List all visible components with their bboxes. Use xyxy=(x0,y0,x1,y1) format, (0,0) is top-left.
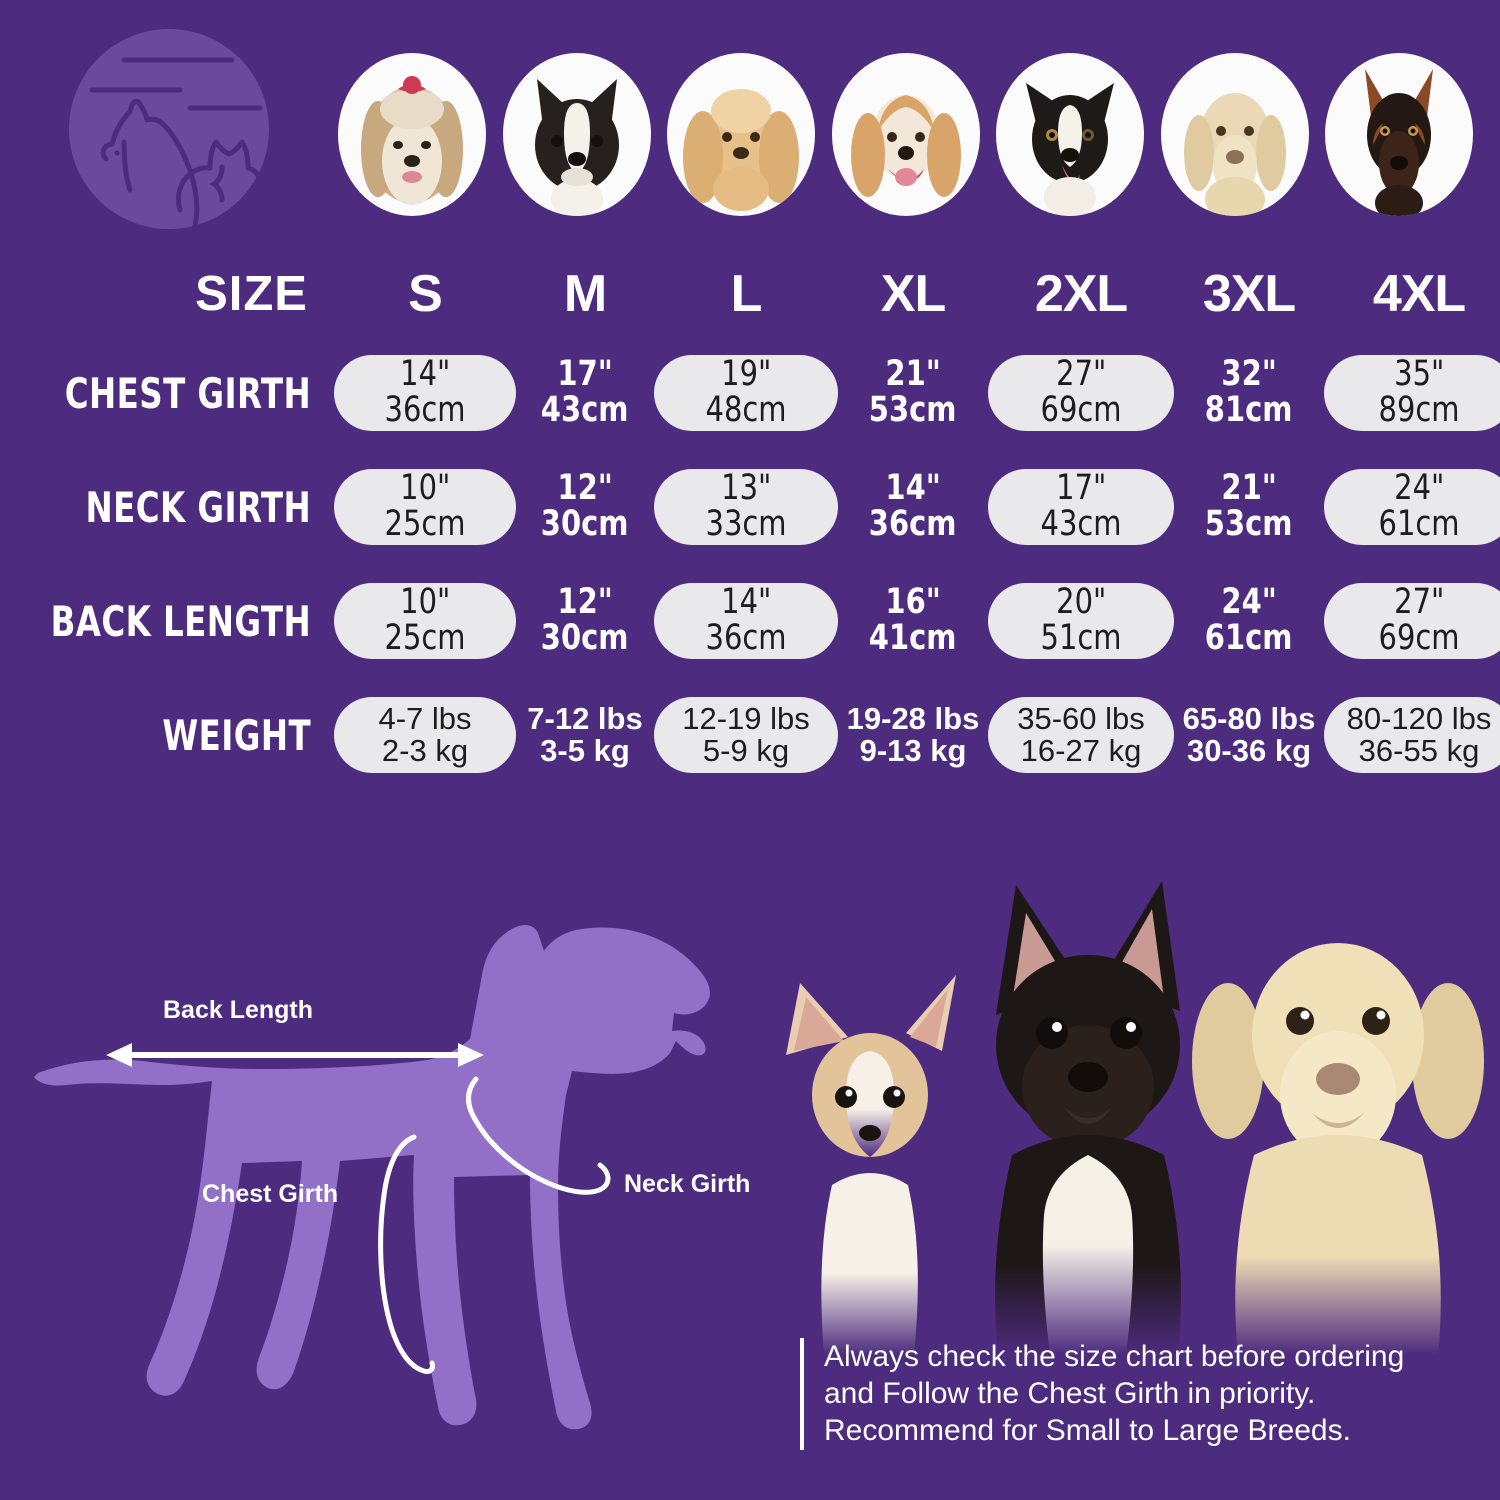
table-row: CHEST GIRTH 14" 36cm 17" 43cm 19" 48cm 21" 5… xyxy=(0,336,1500,450)
breed-avatar-labrador xyxy=(1160,52,1309,216)
cell-chest-xl: 21" 53cm xyxy=(869,354,957,430)
breed-avatar-beagle xyxy=(831,52,980,216)
cell-neck-2xl: 17" 43cm xyxy=(988,469,1174,545)
cell-chest-2xl: 27" 69cm xyxy=(988,355,1174,431)
dog-side-silhouette xyxy=(34,925,710,1430)
size-header-xl: XL xyxy=(880,265,946,323)
accent-bar xyxy=(800,1338,804,1450)
cell-neck-4xl: 24" 61cm xyxy=(1324,469,1500,545)
brand-logo xyxy=(62,22,277,239)
cell-chest-4xl: 35" 89cm xyxy=(1324,355,1500,431)
neck-girth-label: Neck Girth xyxy=(624,1170,750,1198)
breed-avatar-strip xyxy=(338,48,1473,220)
size-header-l: L xyxy=(730,265,763,323)
breed-avatar-border-collie xyxy=(996,52,1144,216)
table-corner-label: SIZE xyxy=(195,267,308,321)
three-dogs-photo xyxy=(760,855,1490,1355)
cell-neck-3xl: 21" 53cm xyxy=(1205,468,1293,544)
row-label-weight: WEIGHT xyxy=(162,710,312,760)
chihuahua-photo xyxy=(786,975,956,1355)
size-header-3xl: 3XL xyxy=(1202,265,1296,323)
note-callout: Always check the size chart before order… xyxy=(800,1338,1480,1450)
cell-weight-2xl: 35-60 lbs 16-27 kg xyxy=(988,697,1174,773)
cell-back-4xl: 27" 69cm xyxy=(1324,583,1500,659)
table-row: NECK GIRTH 10" 25cm 12" 30cm 13" 33cm 14" 36… xyxy=(0,450,1500,564)
table-row: BACK LENGTH 10" 25cm 12" 30cm 14" 36cm 16" 4… xyxy=(0,564,1500,678)
breed-avatar-boston-terrier xyxy=(502,52,651,216)
back-length-label: Back Length xyxy=(163,996,313,1024)
labrador-photo xyxy=(1192,943,1484,1355)
row-label-back-length: BACK LENGTH xyxy=(50,596,312,646)
cell-neck-m: 12" 30cm xyxy=(541,468,629,544)
cell-chest-3xl: 32" 81cm xyxy=(1205,354,1293,430)
cell-back-2xl: 20" 51cm xyxy=(988,583,1174,659)
cell-weight-m: 7-12 lbs 3-5 kg xyxy=(527,701,643,768)
cell-back-m: 12" 30cm xyxy=(541,582,629,658)
chest-girth-label: Chest Girth xyxy=(202,1180,338,1208)
breed-avatar-cocker-spaniel xyxy=(667,52,815,216)
size-chart-table: SIZE S M L XL 2XL 3XL 4XL CHEST GIRTH 14… xyxy=(0,252,1500,792)
cell-weight-l: 12-19 lbs 5-9 kg xyxy=(654,697,838,773)
cell-back-xl: 16" 41cm xyxy=(869,582,957,658)
cell-weight-3xl: 65-80 lbs 30-36 kg xyxy=(1182,701,1316,768)
cell-chest-s: 14" 36cm xyxy=(334,355,516,431)
table-header-row: SIZE S M L XL 2XL 3XL 4XL xyxy=(0,252,1500,336)
cell-chest-m: 17" 43cm xyxy=(541,354,629,430)
size-header-s: S xyxy=(408,265,443,323)
cell-weight-4xl: 80-120 lbs 36-55 kg xyxy=(1324,697,1500,773)
cell-neck-l: 13" 33cm xyxy=(654,469,838,545)
size-header-m: M xyxy=(563,265,607,323)
table-row: WEIGHT 4-7 lbs 2-3 kg 7-12 lbs 3-5 kg 12-1… xyxy=(0,678,1500,792)
cell-back-s: 10" 25cm xyxy=(334,583,516,659)
chest-measure-loop-icon xyxy=(378,1134,435,1374)
size-header-2xl: 2XL xyxy=(1034,265,1128,323)
neck-measure-loop-icon xyxy=(466,1076,611,1195)
measurement-diagram: Back Length Neck Girth Chest Girth xyxy=(10,855,790,1465)
cell-back-3xl: 24" 61cm xyxy=(1205,582,1293,658)
cell-weight-xl: 19-28 lbs 9-13 kg xyxy=(846,701,980,768)
cell-weight-s: 4-7 lbs 2-3 kg xyxy=(334,697,516,773)
double-arrow-icon xyxy=(106,1043,484,1067)
cell-back-l: 14" 36cm xyxy=(654,583,838,659)
breed-avatar-doberman xyxy=(1325,52,1473,216)
size-header-4xl: 4XL xyxy=(1372,265,1466,323)
breed-avatar-shih-tzu xyxy=(338,52,486,216)
note-line-1: Always check the size chart before order… xyxy=(824,1340,1405,1373)
french-bulldog-photo xyxy=(995,881,1181,1355)
row-label-neck-girth: NECK GIRTH xyxy=(85,482,312,532)
cell-chest-l: 19" 48cm xyxy=(654,355,838,431)
note-line-2: and Follow the Chest Girth in priority. xyxy=(824,1377,1316,1411)
cell-neck-s: 10" 25cm xyxy=(334,469,516,545)
cell-neck-xl: 14" 36cm xyxy=(869,468,957,544)
note-line-3: Recommend for Small to Large Breeds. xyxy=(824,1414,1351,1448)
row-label-chest-girth: CHEST GIRTH xyxy=(64,368,312,418)
